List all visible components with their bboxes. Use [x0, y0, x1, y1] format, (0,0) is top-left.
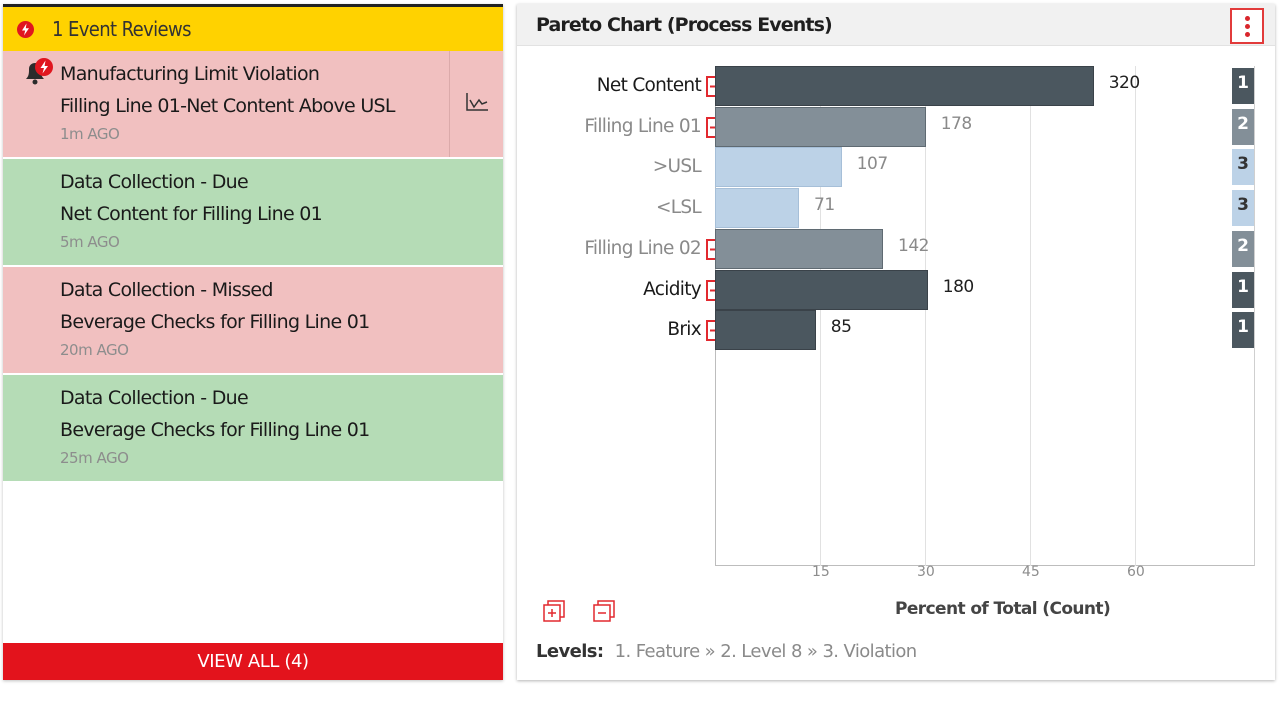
- event-reviews-header[interactable]: 1 Event Reviews: [3, 4, 503, 51]
- level-badge: 1: [1232, 271, 1254, 308]
- bar[interactable]: [715, 147, 842, 188]
- line-chart-icon: [465, 92, 489, 117]
- bar-value-label: 178: [940, 113, 972, 134]
- bar-value-label: 107: [856, 154, 888, 175]
- event-item-limit-violation[interactable]: Manufacturing Limit Violation Filling Li…: [3, 51, 503, 158]
- gridline: [1030, 66, 1031, 566]
- level-badge: 2: [1232, 108, 1254, 145]
- x-tick-label: 15: [812, 564, 830, 580]
- category-label[interactable]: Filling Line 02: [584, 237, 701, 259]
- bar-value-label: 180: [942, 276, 974, 297]
- levels-path[interactable]: 1. Feature » 2. Level 8 » 3. Violation: [614, 641, 918, 662]
- event-time: 25m AGO: [60, 449, 129, 467]
- event-subtitle: Filling Line 01-Net Content Above USL: [60, 95, 395, 117]
- level-badge: 3: [1232, 190, 1254, 227]
- category-label[interactable]: Net Content: [596, 75, 702, 96]
- category-label[interactable]: <LSL: [655, 197, 702, 219]
- bar[interactable]: [715, 66, 1094, 106]
- bar-value-label: 142: [898, 235, 929, 256]
- category-label-area: [527, 66, 715, 351]
- pareto-chart-panel: Pareto Chart (Process Events) 15 30 45 60 Ne…: [517, 4, 1275, 680]
- event-reviews-title: 1 Event Reviews: [52, 17, 192, 41]
- levels-label: Levels:: [536, 641, 604, 662]
- bar-value-label: 85: [830, 317, 852, 338]
- event-item-collection-due[interactable]: Data Collection - Due Net Content for Fi…: [3, 159, 503, 266]
- bell-alert-icon: [23, 57, 57, 87]
- bar[interactable]: [715, 269, 928, 310]
- event-item-collection-due[interactable]: Data Collection - Due Beverage Checks fo…: [3, 375, 503, 482]
- bolt-badge-icon: [17, 20, 34, 38]
- event-title: Data Collection - Due: [60, 387, 249, 409]
- category-label[interactable]: Filling Line 01: [584, 115, 701, 137]
- bar[interactable]: [715, 310, 816, 351]
- view-chart-button[interactable]: [449, 51, 503, 157]
- event-time: 1m AGO: [60, 125, 120, 143]
- level-badge: 2: [1232, 230, 1254, 267]
- category-label[interactable]: Brix: [667, 319, 701, 341]
- bar-value-label: 320: [1108, 73, 1140, 93]
- event-title: Manufacturing Limit Violation: [60, 63, 320, 85]
- vertical-dots-icon[interactable]: [1230, 8, 1264, 44]
- event-item-collection-missed[interactable]: Data Collection - Missed Beverage Checks…: [3, 267, 503, 374]
- category-label[interactable]: >USL: [652, 156, 702, 178]
- pareto-header: Pareto Chart (Process Events): [517, 4, 1275, 46]
- event-time: 5m AGO: [60, 233, 120, 251]
- x-axis-title: Percent of Total (Count): [895, 599, 1111, 619]
- expand-all-icon[interactable]: [543, 600, 565, 622]
- view-all-button[interactable]: VIEW ALL (4): [3, 643, 503, 680]
- event-subtitle: Net Content for Filling Line 01: [60, 203, 323, 225]
- pareto-title: Pareto Chart (Process Events): [536, 14, 833, 36]
- x-tick-label: 45: [1022, 564, 1040, 580]
- category-label[interactable]: Acidity: [643, 278, 702, 300]
- event-subtitle: Beverage Checks for Filling Line 01: [60, 419, 370, 441]
- bar[interactable]: [715, 188, 799, 229]
- bar[interactable]: [715, 106, 926, 147]
- bar[interactable]: [715, 228, 883, 269]
- gridline: [820, 66, 821, 566]
- x-tick-label: 30: [917, 564, 935, 580]
- gridline: [1135, 66, 1136, 566]
- event-subtitle: Beverage Checks for Filling Line 01: [60, 311, 370, 333]
- gridline: [925, 66, 926, 566]
- event-time: 20m AGO: [60, 341, 129, 359]
- event-title: Data Collection - Due: [60, 171, 249, 193]
- bar-value-label: 71: [814, 195, 835, 216]
- level-badge: 3: [1232, 149, 1254, 186]
- collapse-all-icon[interactable]: [593, 600, 615, 622]
- level-badge: 1: [1232, 68, 1254, 104]
- event-reviews-panel: 1 Event Reviews Manufacturing Limit Viol…: [3, 4, 503, 680]
- level-badge: 1: [1232, 312, 1254, 349]
- x-tick-label: 60: [1127, 564, 1145, 580]
- event-title: Data Collection - Missed: [60, 279, 273, 301]
- levels-breadcrumb: Levels: 1. Feature » 2. Level 8 » 3. Vio…: [536, 641, 917, 662]
